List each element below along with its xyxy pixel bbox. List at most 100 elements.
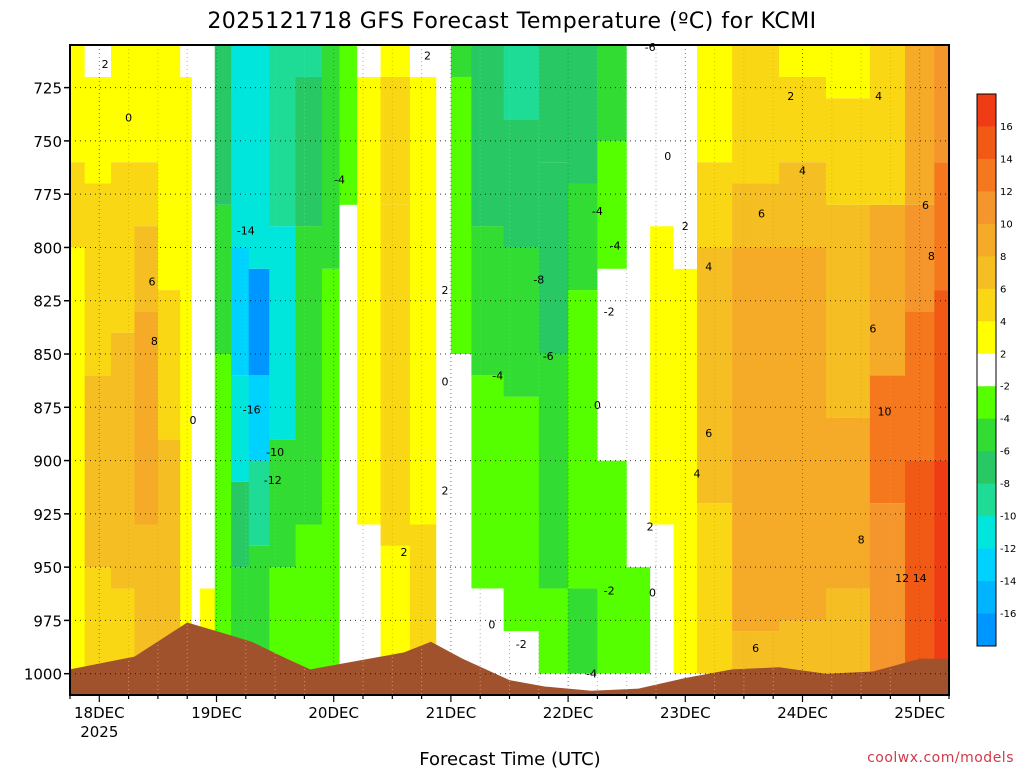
temp-band	[568, 588, 598, 674]
x-tick-label: 22DEC	[543, 704, 594, 722]
temp-band	[111, 332, 136, 589]
contour-label: 2	[424, 50, 431, 63]
temp-band	[538, 162, 569, 355]
colorbar-swatch	[977, 223, 996, 257]
temp-band	[471, 226, 505, 376]
temp-band	[295, 76, 323, 227]
temp-band	[697, 45, 733, 163]
temp-band	[825, 204, 871, 418]
temp-band	[471, 588, 505, 674]
temp-band	[248, 375, 270, 461]
colorbar-swatch	[977, 581, 996, 614]
temp-band	[380, 204, 411, 546]
temp-band	[409, 76, 437, 248]
contour-label: 8	[151, 335, 158, 348]
colorbar-label: -16	[1000, 609, 1016, 620]
y-tick-label: 900	[33, 453, 62, 471]
y-tick-label: 925	[33, 506, 62, 524]
contour-label: -8	[533, 273, 544, 286]
temp-band	[339, 45, 358, 205]
colorbar-label: -12	[1000, 544, 1016, 555]
colorbar-label: 10	[1000, 219, 1013, 230]
temp-band	[134, 226, 159, 312]
temp-band	[503, 45, 540, 120]
contour-label: -4	[609, 239, 620, 252]
temp-band	[321, 45, 341, 269]
colorbar-label: 4	[1000, 317, 1006, 328]
temp-band	[321, 503, 341, 674]
temp-band	[269, 439, 297, 568]
temp-band	[732, 247, 780, 632]
x-tick-label: 21DEC	[426, 704, 477, 722]
temp-band	[597, 45, 628, 141]
temp-band	[214, 204, 232, 355]
temp-band	[450, 45, 473, 77]
temp-band	[869, 45, 906, 205]
contour-label: -10	[266, 446, 284, 459]
colorbar-swatch	[977, 288, 996, 322]
temp-band	[248, 268, 270, 376]
x-tick-label: 19DEC	[191, 704, 242, 722]
temp-band	[84, 375, 112, 568]
contour-label: 6	[752, 642, 759, 655]
y-tick-label: 800	[33, 239, 62, 257]
temp-band	[339, 204, 358, 674]
temp-band	[157, 290, 181, 440]
colorbar-label: -2	[1000, 382, 1010, 393]
x-axis-title: Forecast Time (UTC)	[419, 749, 600, 768]
temp-band	[295, 524, 323, 674]
contour-label: -4	[334, 173, 345, 186]
contour-label: 2	[647, 521, 654, 534]
colorbar-swatch	[977, 451, 996, 485]
contour-label: -6	[543, 350, 554, 363]
x-tick-label: 18DEC	[74, 704, 125, 722]
temp-band	[84, 567, 112, 674]
colorbar-swatch	[977, 516, 996, 549]
temp-band	[357, 524, 382, 674]
credit-link[interactable]: coolwx.com/models	[867, 750, 1014, 766]
contour-labels: 2 0 6 8 0 -14 -16 -10 -12 -4 2 2 0 2 2 -4 -8 -6 0 -2 -4 -4 -2 0…	[102, 41, 935, 681]
y-tick-label: 750	[33, 133, 62, 151]
temp-band	[538, 45, 569, 163]
temp-band	[825, 417, 871, 589]
temp-band	[111, 162, 136, 333]
temp-band	[180, 76, 193, 461]
temp-band	[84, 76, 112, 184]
temp-band	[626, 45, 651, 205]
y-tick-label: 1000	[24, 666, 62, 684]
contour-label: 4	[875, 90, 882, 103]
temp-band	[214, 45, 232, 205]
y-tick-label: 725	[33, 80, 62, 98]
colorbar-label: -10	[1000, 512, 1016, 523]
temp-band	[409, 45, 437, 77]
contour-label: -4	[592, 205, 603, 218]
temp-band	[779, 76, 827, 163]
contour-label: 0	[649, 587, 656, 600]
temp-band	[357, 76, 382, 184]
temp-band	[409, 247, 437, 525]
temp-band	[248, 460, 270, 546]
contour-label: 0	[594, 399, 601, 412]
temp-band	[248, 45, 270, 269]
contour-label: -16	[243, 403, 261, 416]
colorbar-swatch	[977, 191, 996, 225]
contour-label: 14	[913, 572, 927, 585]
temp-band	[568, 290, 598, 589]
temp-band	[697, 162, 733, 248]
y-tick-label: 825	[33, 293, 62, 311]
contour-label: 0	[664, 150, 671, 163]
temp-band	[597, 460, 628, 674]
temp-band	[200, 45, 216, 589]
contour-label: 4	[694, 467, 701, 480]
colorbar-swatch	[977, 158, 996, 192]
temp-band	[673, 268, 698, 589]
temp-band	[231, 247, 250, 376]
contour-label: 8	[858, 533, 865, 546]
contour-label: 6	[869, 322, 876, 335]
temp-band	[697, 503, 733, 674]
temp-band	[934, 290, 950, 461]
contour-label: 0	[125, 111, 132, 124]
temp-band	[450, 354, 473, 674]
x-tick-label: 24DEC	[777, 704, 828, 722]
